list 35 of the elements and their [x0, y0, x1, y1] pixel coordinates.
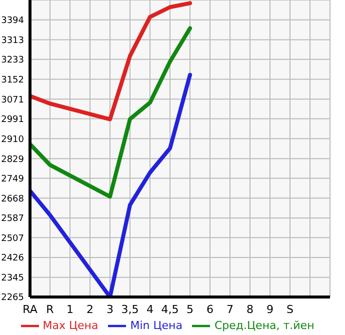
- y-tick-label: 3394: [1, 16, 24, 26]
- x-tick-label: R: [46, 302, 54, 316]
- x-tick-label: 4: [146, 302, 154, 316]
- y-tick-label: 3152: [1, 75, 24, 86]
- line-series: [30, 26, 192, 199]
- legend-label: Min Цена: [130, 319, 182, 332]
- x-tick-label: S: [286, 302, 294, 316]
- y-tick-label: 2507: [1, 234, 24, 244]
- y-tick-label: 3233: [1, 56, 24, 66]
- y-tick-label: 3071: [1, 95, 24, 106]
- x-tick-label: 3,5: [121, 302, 139, 316]
- x-tick-label: 8: [246, 302, 254, 316]
- y-tick-label: 2991: [1, 114, 24, 125]
- y-tick-label: 2426: [1, 254, 24, 264]
- x-tick-label: 5: [186, 302, 194, 316]
- x-tick-label: 7: [226, 302, 234, 316]
- x-tick-label: 2: [86, 302, 94, 316]
- legend-label: Сред.Цена, т.йен: [214, 319, 314, 332]
- y-tick-label: 2345: [1, 274, 24, 284]
- x-tick-label: 4,5: [161, 302, 179, 316]
- y-tick-label: 2668: [1, 194, 24, 204]
- y-tick-label: 2749: [1, 174, 24, 184]
- x-tick-label: 6: [206, 302, 214, 316]
- x-tick-label: RA: [22, 302, 38, 316]
- x-tick-label: 3: [106, 302, 114, 316]
- x-tick-label: 9: [266, 302, 274, 316]
- y-tick-label: 2587: [1, 214, 24, 224]
- y-tick-label: 2910: [1, 134, 24, 145]
- line-series: [30, 1, 192, 122]
- y-tick-label: 3313: [1, 36, 24, 46]
- legend-label: Max Цена: [42, 319, 98, 332]
- y-tick-label: 2265: [1, 293, 24, 304]
- y-tick-label: 2829: [1, 154, 24, 165]
- x-tick-label: 1: [66, 302, 74, 316]
- line-series: [30, 72, 192, 297]
